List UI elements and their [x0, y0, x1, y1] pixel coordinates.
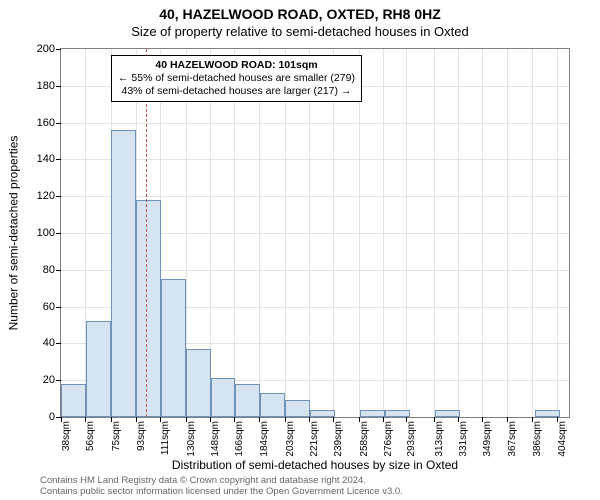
histogram-bar	[435, 410, 460, 417]
x-tick-label: 349sqm	[482, 421, 493, 457]
histogram-bar	[360, 410, 385, 417]
x-tick-label: 166sqm	[234, 421, 245, 457]
x-tick-label: 293sqm	[406, 421, 417, 457]
histogram-bar	[136, 200, 161, 417]
y-axis-label: Number of semi-detached properties	[6, 48, 20, 418]
x-tick-label: 313sqm	[434, 421, 445, 457]
x-tick-label: 148sqm	[210, 421, 221, 457]
histogram-bar	[111, 130, 136, 417]
histogram-bar	[86, 321, 111, 417]
histogram-bar	[211, 378, 236, 417]
histogram-bar	[310, 410, 335, 417]
histogram-bar	[285, 400, 310, 417]
x-tick-label: 386sqm	[532, 421, 543, 457]
histogram-bar	[186, 349, 211, 417]
x-axis-label: Distribution of semi-detached houses by …	[60, 458, 570, 472]
x-tick-label: 276sqm	[383, 421, 394, 457]
histogram-bar	[61, 384, 86, 417]
x-tick-label: 367sqm	[507, 421, 518, 457]
x-tick-label: 130sqm	[186, 421, 197, 457]
plot-area: 02040608010012014016018020038sqm56sqm75s…	[60, 48, 570, 418]
x-tick-label: 203sqm	[285, 421, 296, 457]
x-tick-label: 56sqm	[85, 421, 96, 451]
annotation-box: 40 HAZELWOOD ROAD: 101sqm← 55% of semi-d…	[111, 55, 362, 102]
x-tick-label: 239sqm	[333, 421, 344, 457]
chart-container: 40, HAZELWOOD ROAD, OXTED, RH8 0HZ Size …	[0, 0, 600, 500]
x-tick-label: 184sqm	[259, 421, 270, 457]
histogram-bar	[161, 279, 186, 417]
x-tick-label: 75sqm	[111, 421, 122, 451]
x-tick-label: 331sqm	[458, 421, 469, 457]
chart-title: 40, HAZELWOOD ROAD, OXTED, RH8 0HZ	[0, 6, 600, 22]
histogram-bar	[235, 384, 260, 417]
x-tick-label: 221sqm	[309, 421, 320, 457]
histogram-bar	[385, 410, 410, 417]
reference-marker-line	[146, 49, 147, 417]
histogram-bar	[535, 410, 560, 417]
attribution-text: Contains HM Land Registry data © Crown c…	[40, 476, 403, 498]
x-tick-label: 404sqm	[557, 421, 568, 457]
chart-subtitle: Size of property relative to semi-detach…	[0, 24, 600, 39]
histogram-bar	[260, 393, 285, 417]
x-tick-label: 93sqm	[136, 421, 147, 451]
x-tick-label: 111sqm	[160, 421, 171, 455]
x-tick-label: 258sqm	[359, 421, 370, 457]
x-tick-label: 38sqm	[61, 421, 72, 451]
